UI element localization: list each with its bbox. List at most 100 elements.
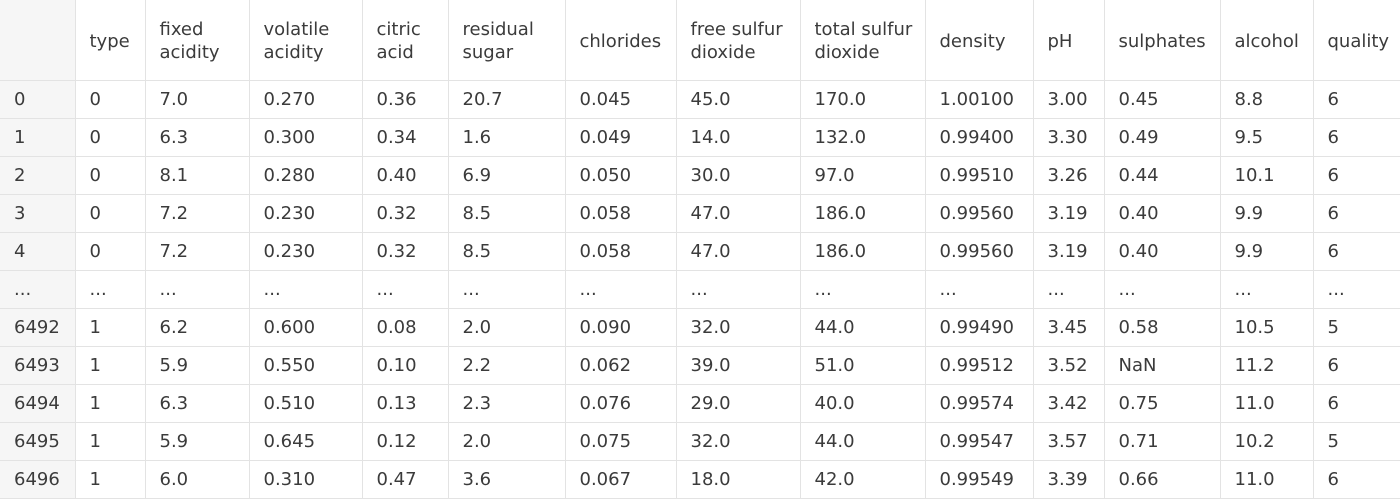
table-cell: 0.13: [361, 384, 449, 423]
table-cell: 0.12: [361, 422, 449, 461]
table-cell: ...: [447, 270, 566, 309]
table-cell: 6: [1312, 80, 1400, 119]
table-cell: 3.52: [1032, 346, 1105, 385]
table-cell: 44.0: [799, 308, 926, 347]
table-cell: 47.0: [675, 194, 801, 233]
table-cell: 0.49: [1103, 118, 1221, 157]
table-cell: 45.0: [675, 80, 801, 119]
table-cell: 0.600: [248, 308, 363, 347]
table-cell: ...: [1032, 270, 1105, 309]
row-index-cell: 6495: [0, 422, 76, 461]
table-cell: 14.0: [675, 118, 801, 157]
table-cell: 132.0: [799, 118, 926, 157]
table-cell: 0.076: [564, 384, 677, 423]
row-index-cell: 6496: [0, 460, 76, 499]
table-row: 6496 1 6.0 0.310 0.47 3.6 0.067 18.0 42.0 0.99549…: [0, 460, 1400, 499]
table-cell: 0: [74, 232, 146, 271]
table-cell: 0.99510: [924, 156, 1034, 195]
table-row: 6492 1 6.2 0.600 0.08 2.0 0.090 32.0 44.0 0.99490…: [0, 308, 1400, 347]
table-row: 6494 1 6.3 0.510 0.13 2.3 0.076 29.0 40.0 0.99574…: [0, 384, 1400, 423]
table-cell: 11.2: [1219, 346, 1314, 385]
row-index-cell: 6494: [0, 384, 76, 423]
table-cell: 11.0: [1219, 384, 1314, 423]
column-header: citric acid: [361, 0, 449, 81]
table-cell: 0.550: [248, 346, 363, 385]
table-cell: NaN: [1103, 346, 1221, 385]
column-header: chlorides: [564, 0, 677, 81]
table-row: 4 0 7.2 0.230 0.32 8.5 0.058 47.0 186.0 0.99560 3.…: [0, 232, 1400, 271]
table-cell: 0.32: [361, 232, 449, 271]
table-cell: 1: [74, 346, 146, 385]
table-cell: 9.5: [1219, 118, 1314, 157]
table-cell: 6: [1312, 232, 1400, 271]
table-cell: 39.0: [675, 346, 801, 385]
table-cell: 0.075: [564, 422, 677, 461]
table-cell: 3.39: [1032, 460, 1105, 499]
table-cell: 10.2: [1219, 422, 1314, 461]
table-cell: 7.2: [144, 194, 250, 233]
table-cell: 2.0: [447, 308, 566, 347]
table-cell: 0.99574: [924, 384, 1034, 423]
table-cell: 0.230: [248, 232, 363, 271]
table-cell: 0.310: [248, 460, 363, 499]
table-cell: 6.2: [144, 308, 250, 347]
column-header: total sulfur dioxide: [799, 0, 926, 81]
table-header: type fixed acidity volatile acidity citric …: [0, 0, 1400, 81]
table-cell: 3.19: [1032, 232, 1105, 271]
table-cell: 0.067: [564, 460, 677, 499]
table-cell: 1.00100: [924, 80, 1034, 119]
table-cell: 1: [74, 422, 146, 461]
table-cell: ...: [248, 270, 363, 309]
table-cell: 5.9: [144, 346, 250, 385]
table-cell: 8.1: [144, 156, 250, 195]
table-cell: 0.050: [564, 156, 677, 195]
row-index-cell: 1: [0, 118, 76, 157]
row-index-cell: 2: [0, 156, 76, 195]
table-cell: 2.0: [447, 422, 566, 461]
table-cell: 97.0: [799, 156, 926, 195]
table-cell: 3.42: [1032, 384, 1105, 423]
table-cell: 7.0: [144, 80, 250, 119]
column-header: type: [74, 0, 146, 81]
table-cell: 0: [74, 156, 146, 195]
table-cell: ...: [799, 270, 926, 309]
table-cell: 3.30: [1032, 118, 1105, 157]
header-row: type fixed acidity volatile acidity citric …: [0, 0, 1400, 81]
table-cell: 6: [1312, 346, 1400, 385]
table-cell: 0.44: [1103, 156, 1221, 195]
table-cell: 30.0: [675, 156, 801, 195]
table-cell: 5: [1312, 308, 1400, 347]
table-cell: 7.2: [144, 232, 250, 271]
column-header: fixed acidity: [144, 0, 250, 81]
table-row: 2 0 8.1 0.280 0.40 6.9 0.050 30.0 97.0 0.99510 3.2…: [0, 156, 1400, 195]
table-cell: 6.9: [447, 156, 566, 195]
table-cell: 0.58: [1103, 308, 1221, 347]
table-cell: ...: [1312, 270, 1400, 309]
table-cell: 6.3: [144, 118, 250, 157]
table-cell: 1: [74, 308, 146, 347]
table-cell: ...: [74, 270, 146, 309]
table-cell: 6.3: [144, 384, 250, 423]
table-cell: 0.40: [361, 156, 449, 195]
column-header: density: [924, 0, 1034, 81]
table-cell: ...: [564, 270, 677, 309]
table-cell: 1: [74, 384, 146, 423]
table-cell: 3.19: [1032, 194, 1105, 233]
table-cell: 5.9: [144, 422, 250, 461]
table-cell: 0.47: [361, 460, 449, 499]
table-cell: ...: [361, 270, 449, 309]
table-cell: 6: [1312, 460, 1400, 499]
table-cell: 0.75: [1103, 384, 1221, 423]
table-cell: 29.0: [675, 384, 801, 423]
table-cell: 6: [1312, 384, 1400, 423]
table-cell: 0.10: [361, 346, 449, 385]
table-cell: 10.1: [1219, 156, 1314, 195]
row-index-cell: 0: [0, 80, 76, 119]
table-cell: 3.00: [1032, 80, 1105, 119]
table-cell: 0.645: [248, 422, 363, 461]
table-cell: 6: [1312, 194, 1400, 233]
table-cell: 32.0: [675, 308, 801, 347]
table-cell: 186.0: [799, 194, 926, 233]
table-cell: 6: [1312, 156, 1400, 195]
table-cell: 2.2: [447, 346, 566, 385]
